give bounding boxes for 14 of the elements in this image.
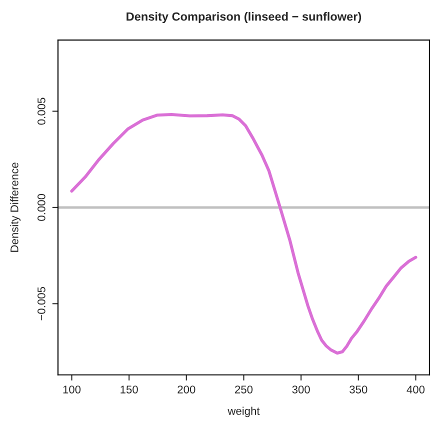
x-tick-label: 350 — [350, 386, 368, 394]
x-tick-label: 200 — [178, 386, 196, 394]
line-series — [70, 112, 418, 355]
y-tick-label: −0.005 — [38, 286, 46, 320]
x-axis-title: weight — [228, 406, 260, 418]
x-tick-label: 300 — [292, 386, 310, 394]
x-tick-label: 250 — [235, 386, 253, 394]
x-tick-label: 400 — [406, 386, 425, 394]
y-axis-title: Density Difference — [10, 162, 21, 252]
x-tick-label: 100 — [63, 386, 81, 394]
y-tick-label: 0.000 — [38, 194, 46, 221]
x-tick-label: 150 — [120, 386, 138, 394]
chart-title: Density Comparison (linseed − sunflower) — [126, 12, 362, 24]
y-tick-label: 0.005 — [38, 98, 46, 125]
